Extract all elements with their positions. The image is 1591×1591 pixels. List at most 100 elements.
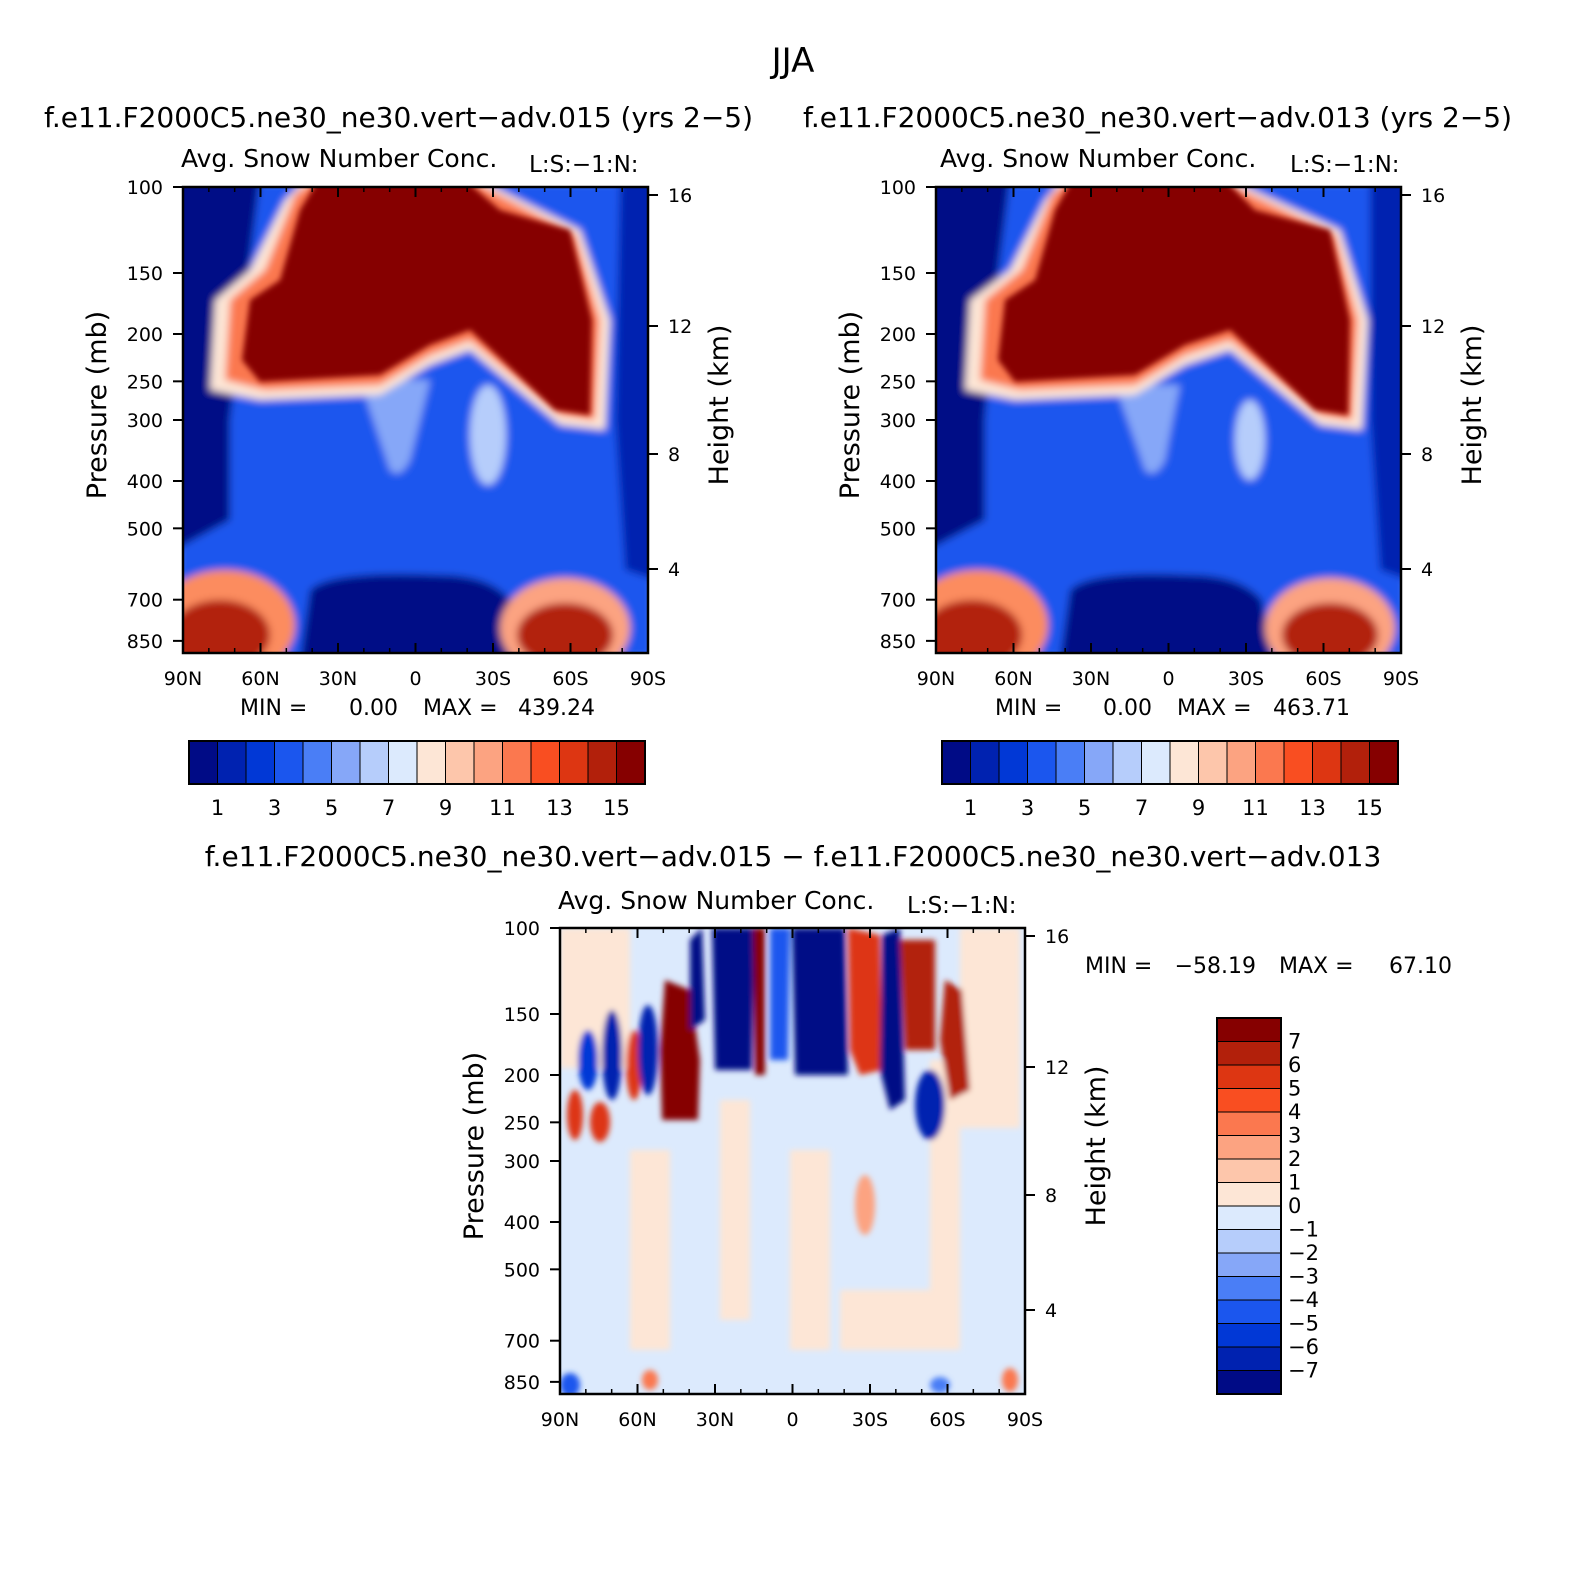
x-tick-label: 90S <box>1383 668 1419 690</box>
y-tick-label: 250 <box>127 371 163 393</box>
colorbar-swatch <box>587 740 617 785</box>
y2-axis-label: Height (km) <box>704 325 735 486</box>
x-tick-label: 0 <box>409 668 421 690</box>
y2-tick-label: 8 <box>1045 1185 1057 1207</box>
colorbar-swatch <box>416 740 446 785</box>
y-tick-label: 850 <box>504 1372 540 1394</box>
colorbar-label: −6 <box>1288 1335 1319 1359</box>
colorbar-swatch <box>1169 740 1199 785</box>
colorbar-swatch <box>1216 1182 1282 1207</box>
units-label: L:S:−1:N: <box>529 152 639 178</box>
y-tick-label: 700 <box>880 590 916 612</box>
colorbar-swatch <box>1216 1276 1282 1301</box>
colorbar-swatch <box>302 740 332 785</box>
x-tick-label: 30S <box>475 668 511 690</box>
x-tick-label: 90S <box>1007 1409 1043 1431</box>
colorbar-swatch <box>331 740 361 785</box>
y2-tick-label: 4 <box>1045 1300 1057 1322</box>
colorbar-label: 5 <box>325 796 338 820</box>
y-tick-label: 150 <box>880 263 916 285</box>
x-tick-label: 60S <box>1305 668 1341 690</box>
colorbar-frame <box>188 740 646 785</box>
colorbar-label: 11 <box>1242 796 1269 820</box>
colorbar-swatch <box>530 740 560 785</box>
colorbar-swatch <box>388 740 418 785</box>
colorbar-swatch <box>1216 1111 1282 1136</box>
y2-tick-label: 4 <box>668 559 680 581</box>
y-tick-label: 150 <box>127 263 163 285</box>
figure-title: JJA <box>770 41 815 81</box>
colorbar-label: −7 <box>1288 1359 1319 1383</box>
colorbar-label: −3 <box>1288 1265 1319 1289</box>
colorbar-label: 1 <box>211 796 224 820</box>
colorbar-label: 3 <box>1288 1124 1301 1148</box>
units-label: L:S:−1:N: <box>907 893 1017 919</box>
y2-tick-label: 16 <box>1045 926 1069 948</box>
colorbar-label: 7 <box>1288 1030 1301 1054</box>
colorbar-swatch <box>1255 740 1285 785</box>
x-tick-label: 60N <box>241 668 279 690</box>
colorbar-swatch <box>1216 1346 1282 1371</box>
variable-title: Avg. Snow Number Conc. <box>181 144 497 173</box>
y2-tick-label: 12 <box>668 316 692 338</box>
min-label: MIN = <box>240 696 307 721</box>
variable-title: Avg. Snow Number Conc. <box>940 144 1256 173</box>
colorbar-label: 2 <box>1288 1147 1301 1171</box>
colorbar-label: 15 <box>603 796 630 820</box>
max-value: 463.71 <box>1273 696 1350 721</box>
y2-tick-label: 4 <box>1421 559 1433 581</box>
units-label: L:S:−1:N: <box>1290 152 1400 178</box>
min-label: MIN = <box>1085 954 1152 979</box>
colorbar-frame <box>941 740 1399 785</box>
x-tick-label: 90N <box>164 668 202 690</box>
colorbar-swatch <box>559 740 589 785</box>
y-tick-label: 400 <box>504 1212 540 1234</box>
min-label: MIN = <box>995 696 1062 721</box>
colorbar-label: 0 <box>1288 1194 1301 1218</box>
y-tick-label: 300 <box>127 410 163 432</box>
contour-field <box>560 928 1025 1394</box>
x-tick-label: 30N <box>696 1409 734 1431</box>
colorbar-swatch <box>1369 740 1399 785</box>
colorbar-swatch <box>616 740 646 785</box>
min-value: 0.00 <box>1103 696 1152 721</box>
colorbar-swatch <box>1198 740 1228 785</box>
min-value: −58.19 <box>1175 954 1256 979</box>
x-tick-label: 30N <box>319 668 357 690</box>
colorbar-label: 9 <box>1192 796 1205 820</box>
panel-case-013: f.e11.F2000C5.ne30_ne30.vert−adv.013 (yr… <box>803 101 1512 820</box>
colorbar-swatch <box>1216 1229 1282 1254</box>
y-tick-label: 200 <box>504 1065 540 1087</box>
colorbar-swatch <box>1312 740 1342 785</box>
colorbar-swatch <box>217 740 247 785</box>
colorbar-swatch <box>1141 740 1171 785</box>
y-tick-label: 200 <box>127 324 163 346</box>
x-tick-label: 60S <box>552 668 588 690</box>
colorbar-swatch <box>1084 740 1114 785</box>
colorbar-swatch <box>1226 740 1256 785</box>
y2-axis-label: Height (km) <box>1457 325 1488 486</box>
colorbar-swatch <box>1216 1299 1282 1324</box>
colorbar-label: −5 <box>1288 1312 1319 1336</box>
y-tick-label: 100 <box>880 177 916 199</box>
y-tick-label: 500 <box>880 518 916 540</box>
y-tick-label: 500 <box>127 518 163 540</box>
colorbar-swatch <box>359 740 389 785</box>
x-tick-label: 90N <box>917 668 955 690</box>
y2-tick-label: 12 <box>1421 316 1445 338</box>
colorbar-swatch <box>274 740 304 785</box>
colorbar-label: 3 <box>268 796 281 820</box>
colorbar-swatch <box>1027 740 1057 785</box>
colorbar-label: 6 <box>1288 1053 1301 1077</box>
colorbar-swatch <box>1283 740 1313 785</box>
x-tick-label: 30S <box>1228 668 1264 690</box>
y2-tick-label: 16 <box>668 185 692 207</box>
variable-title: Avg. Snow Number Conc. <box>558 886 874 915</box>
colorbar-swatch <box>1216 1017 1282 1042</box>
case-title: f.e11.F2000C5.ne30_ne30.vert−adv.015 − f… <box>205 840 1382 873</box>
colorbar-swatch <box>473 740 503 785</box>
colorbar-swatch <box>998 740 1028 785</box>
y-axis-label: Pressure (mb) <box>459 1052 490 1240</box>
y-tick-label: 200 <box>880 324 916 346</box>
